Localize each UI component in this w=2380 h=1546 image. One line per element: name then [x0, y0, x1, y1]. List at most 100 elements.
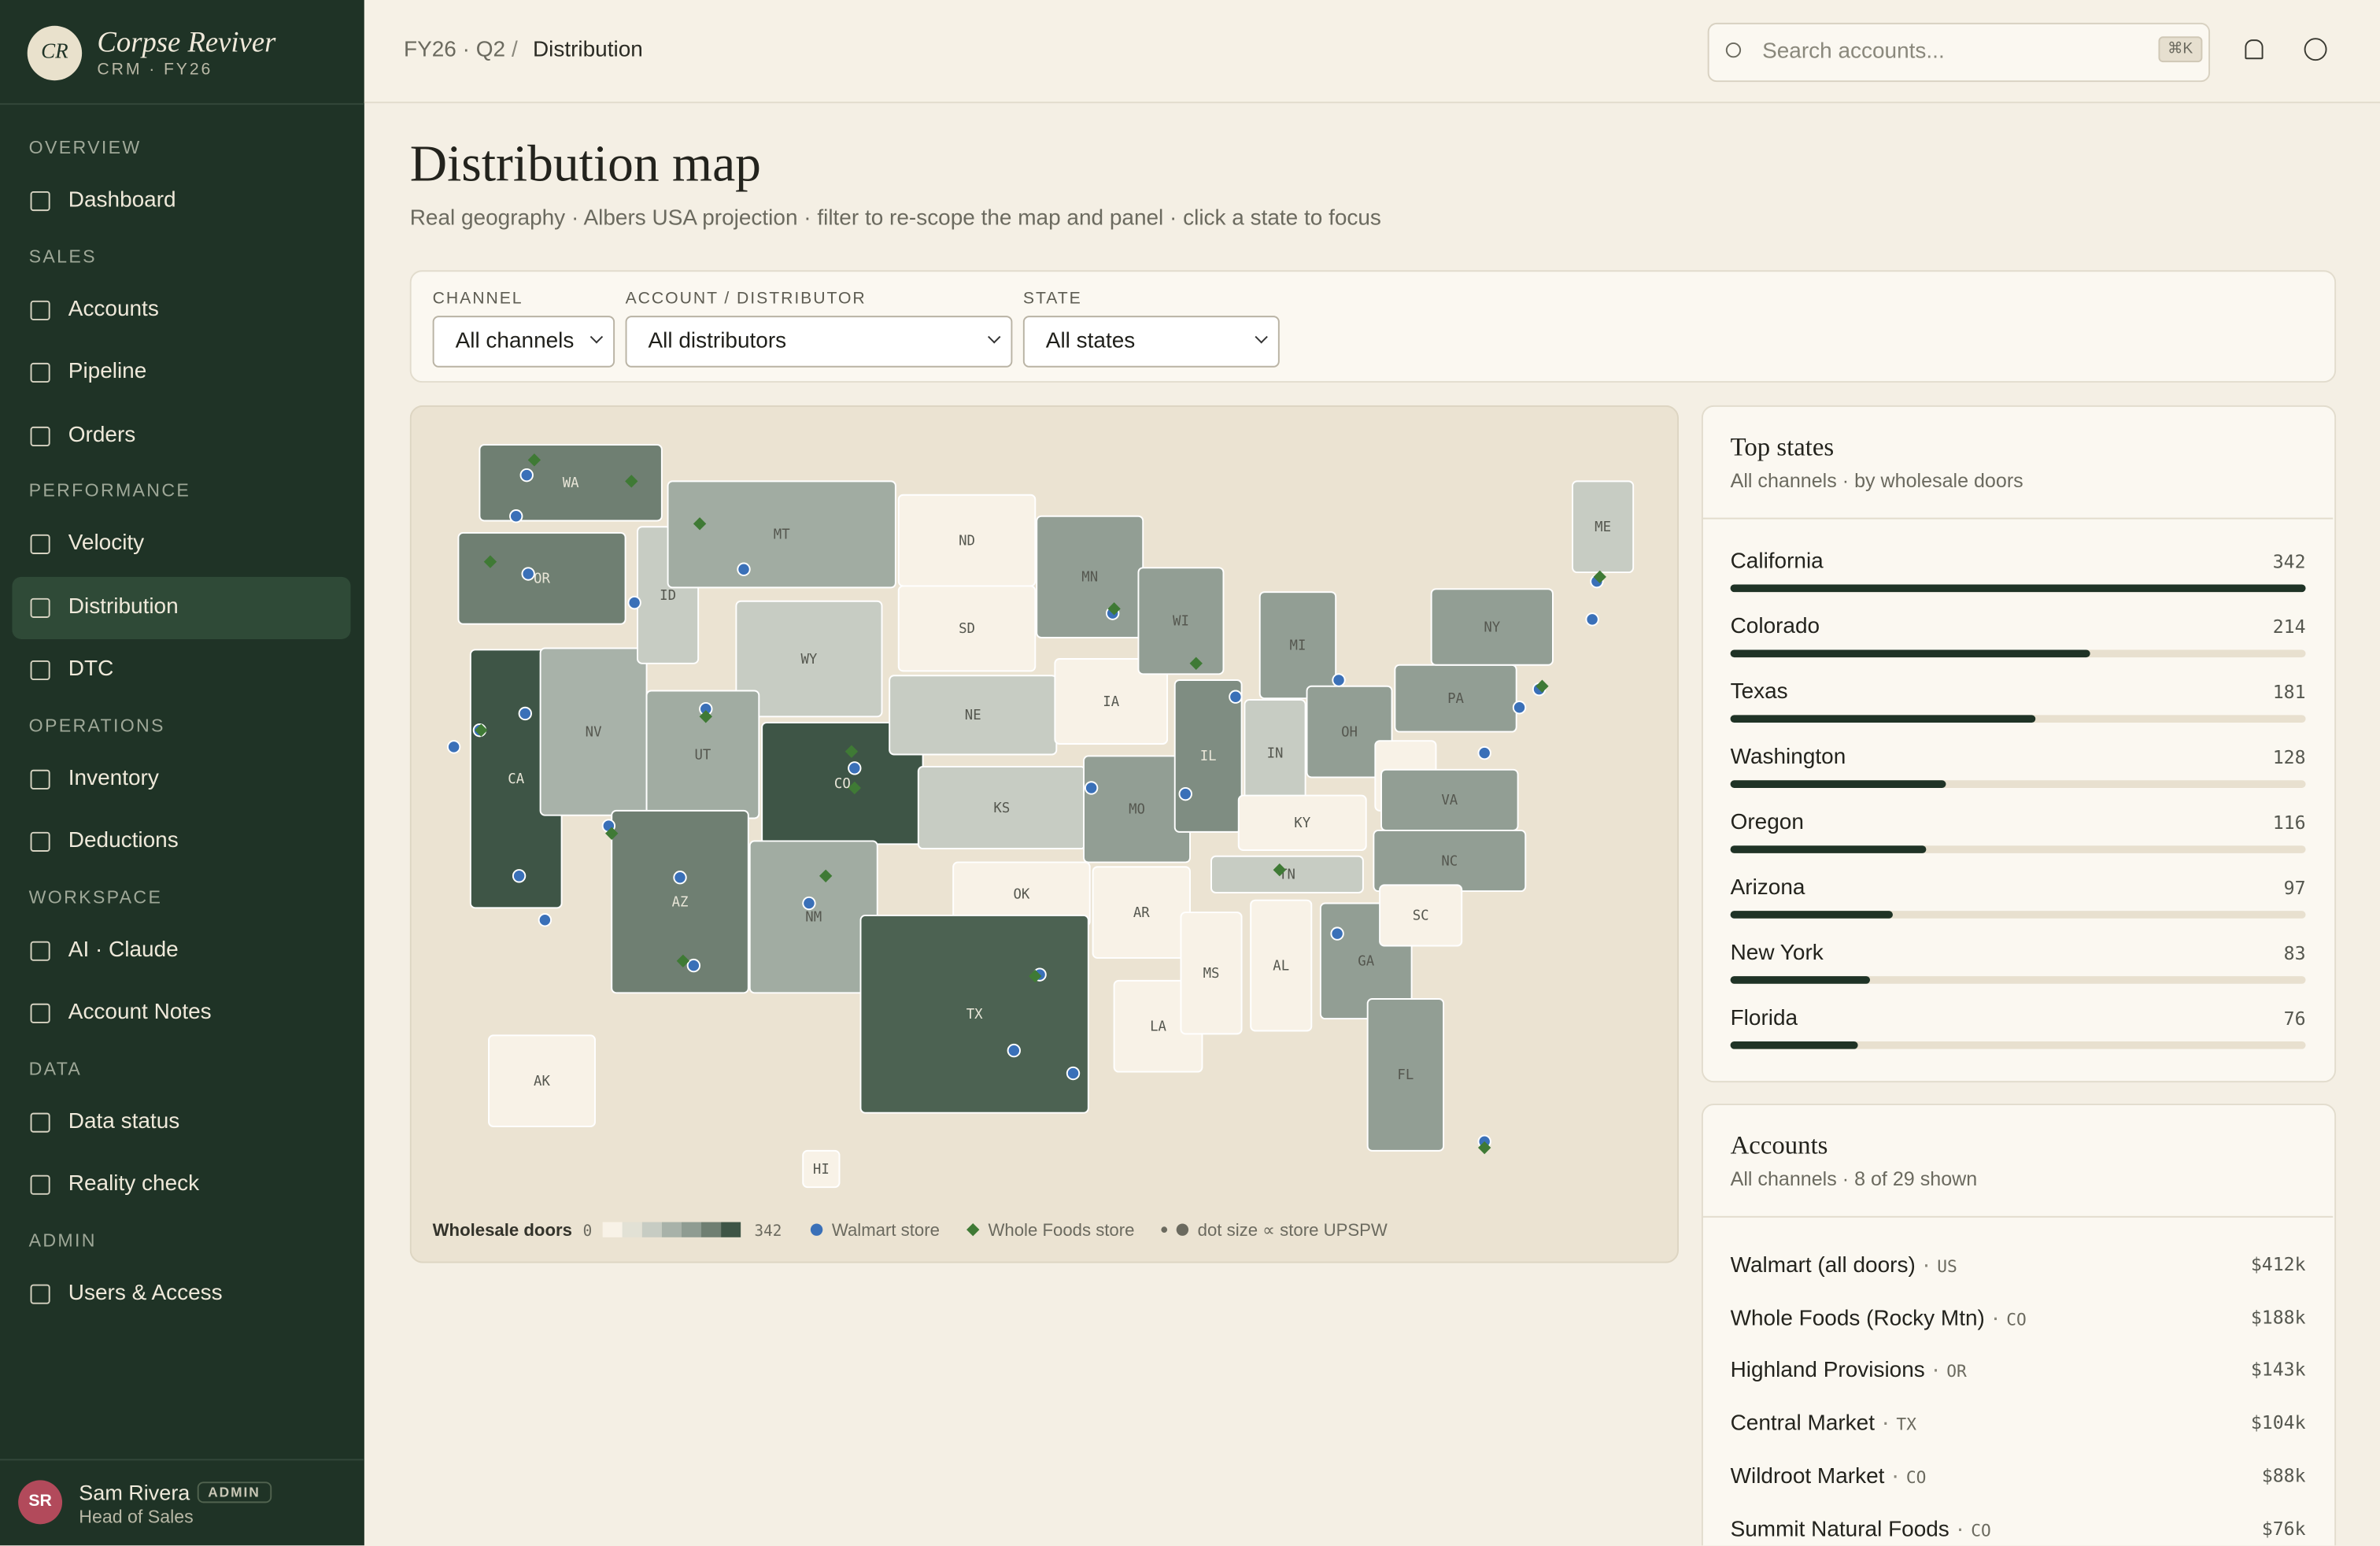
account-row[interactable]: Whole Foods (Rocky Mtn) · CO $188k	[1730, 1304, 2306, 1331]
state[interactable]	[667, 480, 896, 589]
nav-item[interactable]: Distribution	[12, 575, 351, 638]
state[interactable]	[479, 444, 663, 522]
panel-title: Top states	[1730, 432, 1835, 462]
state-value: 128	[2272, 746, 2306, 768]
account-name: Whole Foods (Rocky Mtn)	[1730, 1306, 1985, 1331]
nav-icon	[30, 768, 50, 789]
state[interactable]	[488, 1034, 596, 1127]
filter-value: All distributors	[648, 329, 787, 354]
filter-value: All states	[1045, 329, 1136, 354]
account-value: $412k	[2250, 1254, 2306, 1276]
account-code: CO	[2006, 1309, 2027, 1330]
legend-walmart-dot	[810, 1223, 823, 1236]
account-name: Central Market	[1730, 1411, 1876, 1437]
nav-item[interactable]: Orders	[12, 405, 350, 467]
nav-label: Accounts	[68, 297, 159, 321]
account-row[interactable]: Highland Provisions · OR $143k	[1730, 1357, 2306, 1384]
filter-label: CHANNEL	[432, 290, 523, 309]
state[interactable]	[1379, 884, 1463, 947]
state[interactable]	[1306, 685, 1393, 779]
state-value: 214	[2272, 616, 2306, 638]
nav-icon	[30, 1003, 50, 1023]
account-row[interactable]: Summit Natural Foods · CO $76k	[1730, 1515, 2306, 1542]
legend-wholefoods: Whole Foods store	[989, 1220, 1135, 1240]
walmart-dot	[1332, 673, 1346, 687]
account-row[interactable]: Walmart (all doors) · US $412k	[1730, 1252, 2306, 1278]
state[interactable]	[1366, 998, 1445, 1152]
user-name: Sam Rivera	[79, 1480, 190, 1505]
account-value: $143k	[2250, 1359, 2306, 1381]
state[interactable]	[1237, 794, 1367, 851]
account-value: $188k	[2250, 1306, 2306, 1328]
help-button[interactable]	[2304, 38, 2327, 61]
state[interactable]	[1137, 567, 1225, 675]
nav-icon	[30, 362, 50, 383]
shortcut: ⌘K	[2158, 36, 2202, 63]
state-name: Colorado	[1730, 615, 1820, 639]
nav-item[interactable]: AI · Claude	[12, 919, 350, 982]
bar	[1730, 1041, 1859, 1049]
state-value: 116	[2272, 812, 2306, 834]
state-value: 181	[2272, 681, 2306, 703]
bar-track	[1730, 976, 2306, 984]
account-row[interactable]: Wildroot Market · CO $88k	[1730, 1463, 2306, 1489]
state[interactable]	[1250, 899, 1313, 1032]
nav-item[interactable]: Inventory	[12, 748, 350, 810]
account-name: Walmart (all doors)	[1730, 1254, 1916, 1278]
state[interactable]	[1430, 588, 1554, 666]
nav-icon	[30, 597, 50, 617]
divider	[1702, 517, 2334, 520]
sidebar	[0, 0, 364, 1546]
account-row[interactable]: Central Market · TX $104k	[1730, 1410, 2306, 1437]
search-box[interactable]: Search accounts... ⌘K	[1707, 22, 2211, 83]
bar	[1730, 649, 2090, 658]
filter-select[interactable]: All distributors	[625, 316, 1013, 368]
state-label: IA	[1103, 694, 1119, 710]
nav-label: Pipeline	[68, 360, 147, 384]
state[interactable]	[1210, 855, 1364, 893]
account-code: US	[1937, 1256, 1957, 1277]
state-label: OK	[1014, 887, 1030, 903]
nav-section: OPERATIONS	[28, 714, 165, 736]
map: WA OR CA NV ID MT WY UT CO AZ NM ND SD NE KS OK TX MN IA MO…	[409, 405, 1680, 1263]
filter-select[interactable]: All channels	[432, 316, 615, 368]
state[interactable]	[735, 600, 883, 718]
nav-label: Reality check	[68, 1171, 200, 1196]
search-icon	[1725, 43, 1742, 58]
nav-item[interactable]: DTC	[12, 639, 350, 701]
state[interactable]	[897, 585, 1037, 672]
accounts-panel	[1701, 1104, 2337, 1546]
state[interactable]	[1054, 658, 1169, 745]
nav-item[interactable]: Reality check	[12, 1154, 350, 1216]
walmart-dot	[1007, 1043, 1021, 1058]
state[interactable]	[457, 531, 626, 625]
state[interactable]	[1180, 912, 1243, 1035]
nav-item[interactable]: Deductions	[12, 811, 350, 873]
state[interactable]	[611, 809, 749, 994]
filter-select[interactable]: All states	[1022, 316, 1280, 368]
nav-item[interactable]: Users & Access	[12, 1263, 350, 1325]
nav-item[interactable]: Velocity	[12, 513, 350, 575]
nav-label: Inventory	[68, 765, 159, 790]
state[interactable]	[1572, 480, 1635, 574]
state-label: SD	[959, 621, 975, 637]
state-value: 76	[2283, 1008, 2306, 1030]
nav-icon	[30, 940, 50, 960]
state[interactable]	[1258, 591, 1337, 700]
state-value: 97	[2283, 877, 2306, 899]
walmart-dot	[1229, 690, 1243, 704]
nav-icon	[30, 425, 50, 446]
state[interactable]	[802, 1149, 841, 1189]
nav-item[interactable]: Pipeline	[12, 342, 350, 404]
nav-item[interactable]: Data status	[12, 1091, 350, 1153]
state-label: NY	[1484, 620, 1500, 635]
nav-item[interactable]: Accounts	[12, 279, 350, 341]
state[interactable]	[859, 914, 1089, 1114]
bell-button[interactable]	[2245, 39, 2264, 60]
filter-value: All channels	[455, 329, 575, 354]
state-label: IL	[1200, 749, 1217, 764]
state-label: OH	[1341, 724, 1358, 740]
nav-item[interactable]: Dashboard	[12, 170, 350, 232]
divider	[1702, 1215, 2334, 1218]
nav-item[interactable]: Account Notes	[12, 982, 350, 1045]
